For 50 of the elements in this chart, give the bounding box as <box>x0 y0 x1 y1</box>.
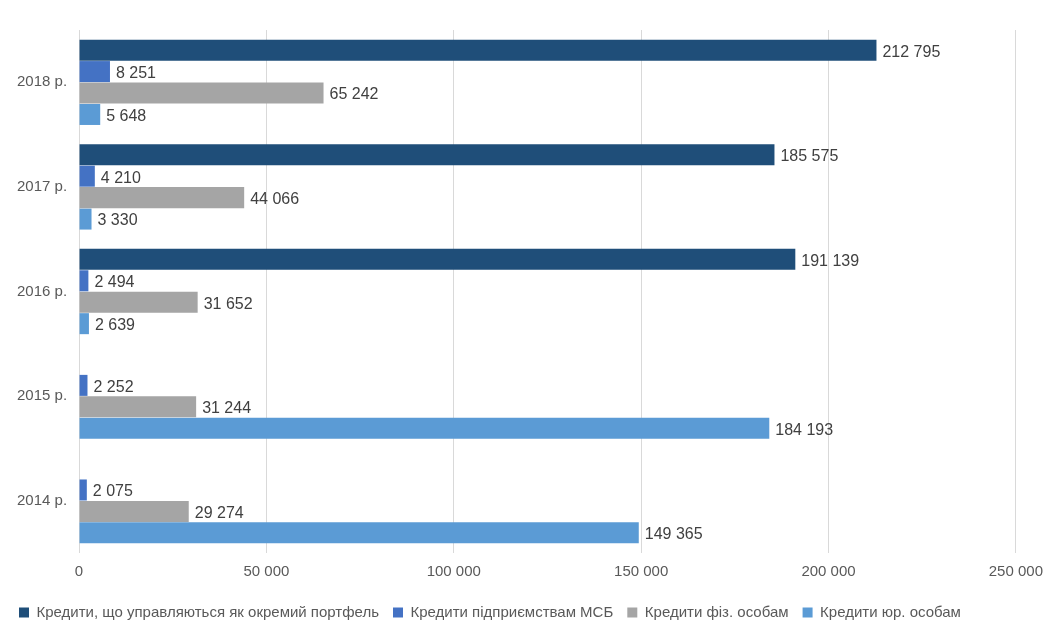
legend-label: Кредити юр. особам <box>820 602 961 620</box>
bar <box>79 39 877 61</box>
data-label: 191 139 <box>801 251 860 269</box>
bar <box>79 61 110 83</box>
bar <box>79 208 92 230</box>
x-tick-label: 250 000 <box>988 562 1044 580</box>
bar <box>79 291 198 313</box>
bar <box>79 396 197 418</box>
legend-label: Кредити, що управляються як окремий портфель <box>36 602 380 620</box>
bar <box>79 103 101 125</box>
bar <box>79 187 245 209</box>
y-tick-label: 2017 р. <box>17 177 68 195</box>
data-label: 184 193 <box>775 420 834 438</box>
x-tick-label: 150 000 <box>614 562 669 580</box>
data-label: 29 274 <box>194 503 244 521</box>
bar <box>79 82 324 104</box>
data-label: 2 639 <box>94 316 136 334</box>
data-label: 65 242 <box>329 85 379 103</box>
data-label: 31 652 <box>203 294 253 312</box>
data-label: 2 494 <box>94 273 135 291</box>
bar <box>79 144 775 166</box>
bar <box>79 270 89 292</box>
bar <box>79 479 87 501</box>
legend-label: Кредити фіз. особам <box>644 602 789 620</box>
y-tick-label: 2018 р. <box>17 72 68 90</box>
bar <box>79 522 639 544</box>
y-tick-label: 2016 р. <box>17 281 68 299</box>
data-label: 4 210 <box>100 168 141 186</box>
legend-label: Кредити підприємствам МСБ <box>410 602 614 620</box>
bar <box>79 248 796 270</box>
data-label: 3 330 <box>97 211 138 229</box>
data-label: 149 365 <box>644 525 703 543</box>
bar <box>79 313 89 335</box>
x-tick-label: 200 000 <box>801 562 856 580</box>
bar <box>79 417 770 439</box>
x-tick-label: 50 000 <box>243 562 290 580</box>
data-label: 185 575 <box>780 147 839 165</box>
data-label: 5 648 <box>106 106 147 124</box>
data-label: 44 066 <box>250 190 300 208</box>
y-tick-label: 2015 р. <box>17 386 68 404</box>
x-tick-label: 0 <box>74 562 84 580</box>
y-tick-label: 2014 р. <box>17 490 68 508</box>
bar <box>79 500 189 522</box>
bar <box>79 165 95 187</box>
x-tick-label: 100 000 <box>426 562 481 580</box>
data-label: 31 244 <box>202 399 252 417</box>
data-label: 212 795 <box>882 42 941 60</box>
data-label: 2 075 <box>92 482 133 500</box>
data-label: 8 251 <box>115 63 157 81</box>
data-label: 2 252 <box>93 377 134 395</box>
